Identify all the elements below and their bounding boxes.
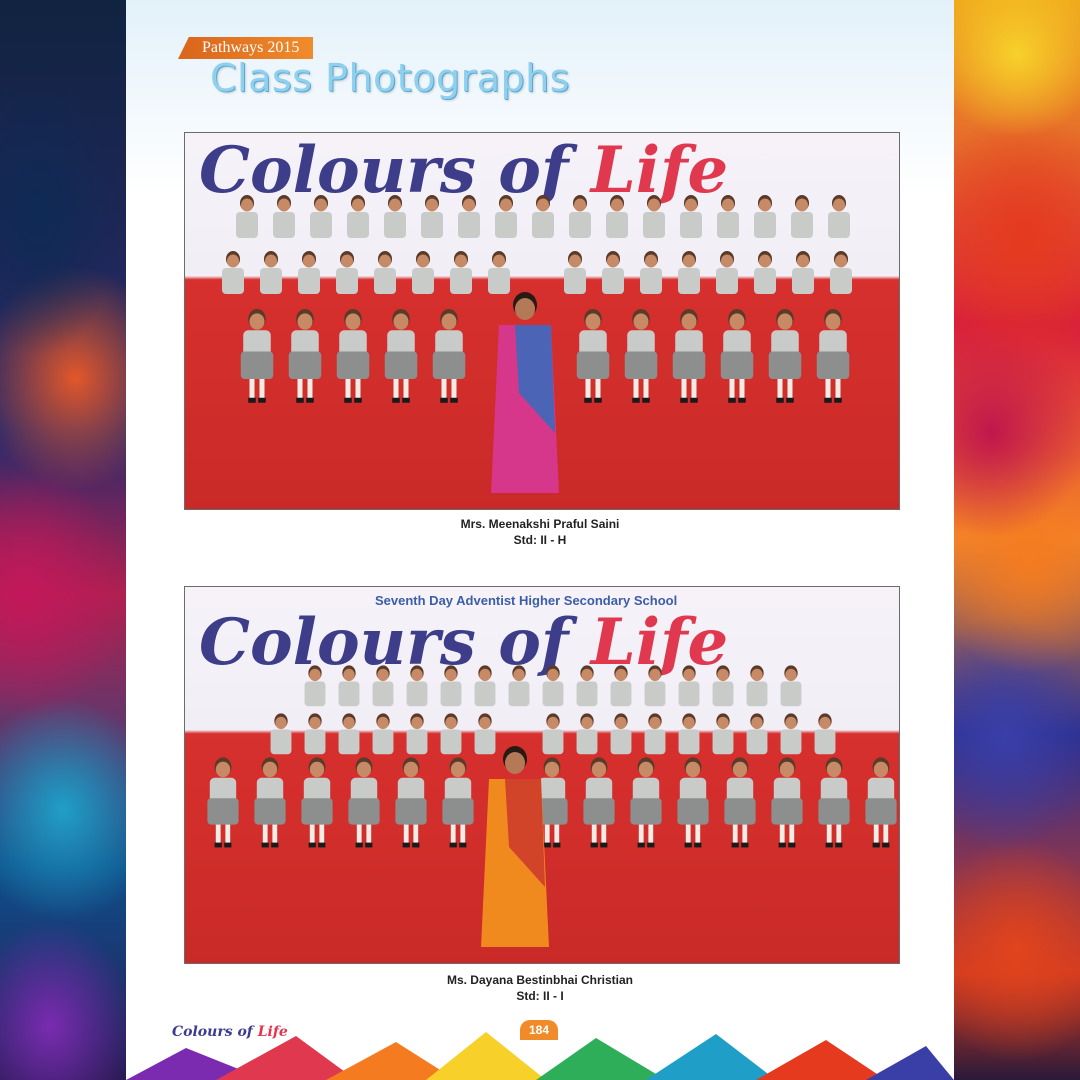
- yearbook-page: Pathways 2015 Class Photographs Colours …: [126, 0, 954, 1080]
- background-paint-left: [0, 0, 126, 1080]
- section-tag: Pathways 2015: [178, 37, 314, 59]
- page-number: 184: [520, 1020, 558, 1040]
- teacher-name: Mrs. Meenakshi Praful Saini: [460, 517, 620, 531]
- teacher-name: Ms. Dayana Bestinbhai Christian: [446, 973, 634, 987]
- school-name: Seventh Day Adventist Higher Secondary S…: [375, 593, 678, 608]
- class-photo-2: Colours of Life Seventh Day Adventist Hi…: [184, 586, 900, 964]
- class-photo-1: Colours of Life: [184, 132, 900, 510]
- background-paint-right: [954, 0, 1080, 1080]
- caption-1: Mrs. Meenakshi Praful Saini Std: II - H: [126, 516, 954, 548]
- paint-strip-decoration: [126, 1032, 954, 1080]
- page-title: Class Photographs: [210, 56, 570, 100]
- caption-2: Ms. Dayana Bestinbhai Christian Std: II …: [126, 972, 954, 1004]
- banner-text-life: Life: [590, 133, 729, 208]
- class-standard: Std: II - I: [516, 989, 564, 1003]
- students-group-photo: [222, 195, 852, 493]
- footer-logo: Colours of Life: [172, 1024, 288, 1040]
- students-group-photo: [207, 665, 897, 947]
- class-standard: Std: II - H: [513, 533, 567, 547]
